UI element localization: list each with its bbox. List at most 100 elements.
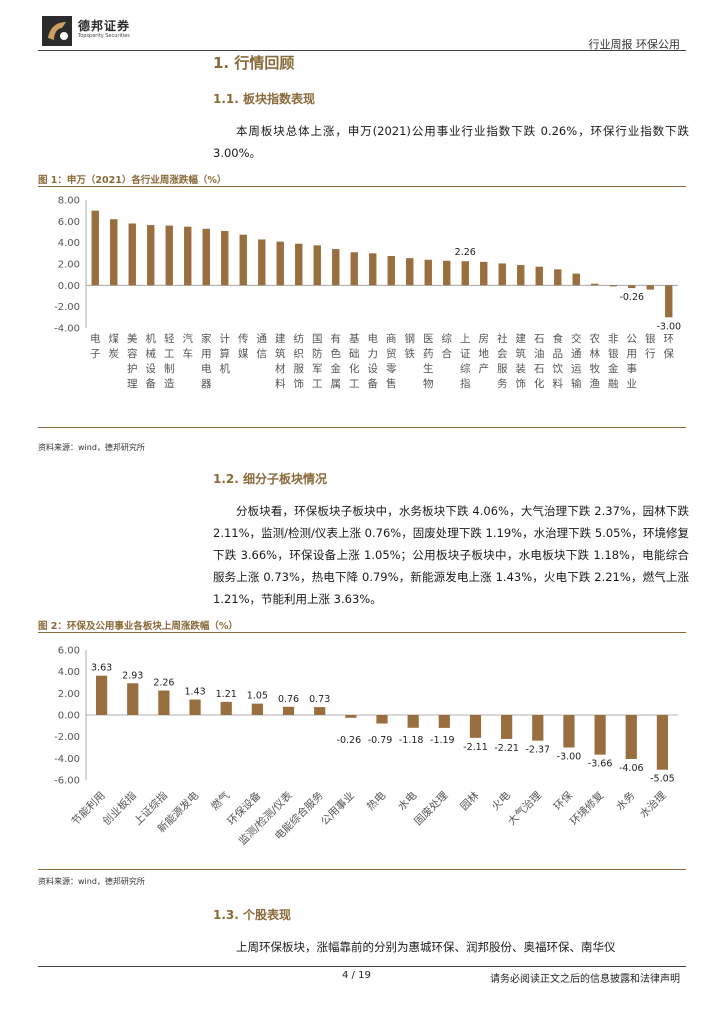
chart1-category-char: 社 xyxy=(497,332,508,345)
chart1-category-char: 饮 xyxy=(553,362,564,375)
chart1-category-char: 家 xyxy=(201,332,212,345)
chart1-category-char: 品 xyxy=(553,348,564,360)
figure2-bar-chart: 6.00 4.00 2.00 0.00 -2.00 -4.00 -6.00 3.63 节能利用 2… xyxy=(54,646,678,848)
chart1-category-char: 零 xyxy=(386,363,397,375)
chart2-bar xyxy=(625,715,637,759)
chart2-bar xyxy=(376,715,388,724)
chart1-category-char: 筑 xyxy=(275,347,286,360)
chart1-y-tick-label: 0.00 xyxy=(58,281,80,292)
figure2-bottom-rule xyxy=(38,869,686,870)
chart2-data-label: -5.05 xyxy=(650,774,675,785)
chart1-category-char: 产 xyxy=(479,362,490,375)
chart1-category-char: 建 xyxy=(275,332,286,345)
chart1-category-char: 理 xyxy=(127,378,138,390)
chart1-category-char: 造 xyxy=(164,377,175,390)
chart1-category-char: 环 xyxy=(664,333,675,345)
section-title-market-review: 1. 行情回顾 xyxy=(213,54,295,72)
chart1-category-char: 建 xyxy=(516,332,527,345)
chart2-bar xyxy=(127,683,139,715)
chart1-category-char: 保 xyxy=(664,347,675,360)
chart2-bar xyxy=(501,715,513,739)
chart2-bar xyxy=(314,707,326,715)
chart1-category-char: 工 xyxy=(312,378,323,390)
chart1-category-char: 用 xyxy=(627,348,638,360)
chart1-category-char: 行 xyxy=(645,347,656,360)
chart1-category-char: 服 xyxy=(497,363,508,375)
chart1-category-char: 地 xyxy=(479,347,490,360)
chart1-category-char: 融 xyxy=(608,378,619,390)
figure1-title: 图 1：申万（2021）各行业周涨跌幅（%） xyxy=(38,175,227,186)
chart2-bar xyxy=(438,715,450,728)
chart1-category-char: 通 xyxy=(571,348,582,360)
chart1-bar xyxy=(554,269,562,286)
chart2-category-label: 燃气 xyxy=(208,789,232,813)
chart1-category-char: 容 xyxy=(127,347,138,360)
chart2-bar xyxy=(469,715,482,738)
figure1-bottom-rule xyxy=(38,427,686,428)
chart2-data-label: 2.93 xyxy=(122,670,143,681)
chart1-bar xyxy=(128,223,136,286)
chart1-category-char: 础 xyxy=(349,348,360,360)
chart1-category-char: 医 xyxy=(423,333,434,345)
chart2-data-label: 1.05 xyxy=(247,691,268,702)
chart2-data-label: -2.11 xyxy=(463,742,488,753)
chart1-category-char: 美 xyxy=(127,332,138,345)
chart1-category-char: 公 xyxy=(627,333,638,345)
chart2-bar xyxy=(95,675,108,715)
chart1-bar xyxy=(295,243,303,286)
chart1-category-char: 制 xyxy=(164,362,175,375)
chart1-category-char: 料 xyxy=(553,377,564,390)
chart2-bar xyxy=(251,703,263,715)
chart1-bar xyxy=(572,273,580,286)
chart2-category-label: 固废处理 xyxy=(412,789,451,828)
section-title-stock-performance: 1.3. 个股表现 xyxy=(213,908,291,922)
chart1-bar xyxy=(276,241,284,286)
chart2-data-label: -3.66 xyxy=(588,759,613,770)
chart1-category-char: 生 xyxy=(423,362,434,375)
header-divider xyxy=(38,50,686,51)
chart2-data-label: -1.18 xyxy=(399,735,424,746)
chart1-category-char: 银 xyxy=(608,347,619,360)
chart1-bar xyxy=(332,249,340,286)
chart1-category-char: 牧 xyxy=(590,362,601,375)
chart1-category-char: 机 xyxy=(220,362,231,375)
chart1-bar xyxy=(480,261,488,286)
chart2-data-label: 1.21 xyxy=(216,689,237,700)
chart1-bar xyxy=(165,225,173,286)
chart1-category-char: 信 xyxy=(257,348,268,360)
figure1-bar-chart: 8.006.004.002.000.00-2.00-4.00电子煤炭美容护理机械… xyxy=(54,196,681,391)
page-number: 4 / 19 xyxy=(342,970,371,981)
chart1-category-char: 售 xyxy=(386,377,397,390)
chart1-bar xyxy=(424,259,432,286)
chart2-data-label: 2.26 xyxy=(153,678,174,689)
chart1-category-char: 传 xyxy=(238,333,249,345)
chart2-y-tick-label: 4.00 xyxy=(58,667,80,678)
chart1-category-char: 铁 xyxy=(405,347,416,360)
chart1-bar xyxy=(369,253,377,286)
chart1-bar xyxy=(350,252,358,286)
chart1-category-char: 通 xyxy=(257,333,268,345)
chart2-y-tick-label: 0.00 xyxy=(58,711,80,722)
chart2-data-label: -0.79 xyxy=(368,735,393,746)
chart1-bar xyxy=(313,245,321,286)
company-logo xyxy=(42,16,72,46)
chart1-bar xyxy=(258,239,266,286)
chart1-category-char: 煤 xyxy=(109,332,120,345)
chart2-category-label: 环境修复 xyxy=(567,789,606,828)
chart1-category-char: 事 xyxy=(627,362,638,375)
chart1-bar xyxy=(609,285,617,287)
chart1-category-char: 油 xyxy=(534,347,545,360)
chart1-category-char: 织 xyxy=(294,348,305,360)
chart1-bar xyxy=(517,265,525,286)
chart1-category-char: 纺 xyxy=(294,332,305,345)
chart1-bar xyxy=(443,260,451,286)
chart1-category-char: 有 xyxy=(331,332,342,345)
chart1-category-char: 综 xyxy=(460,362,471,375)
chart1-category-char: 材 xyxy=(275,362,286,375)
chart1-category-char: 装 xyxy=(516,362,527,375)
chart2-y-tick-label: 2.00 xyxy=(58,689,80,700)
chart1-bar xyxy=(202,228,210,286)
chart1-category-char: 子 xyxy=(90,348,101,360)
chart1-category-char: 上 xyxy=(460,333,471,345)
chart1-bar xyxy=(665,285,673,318)
